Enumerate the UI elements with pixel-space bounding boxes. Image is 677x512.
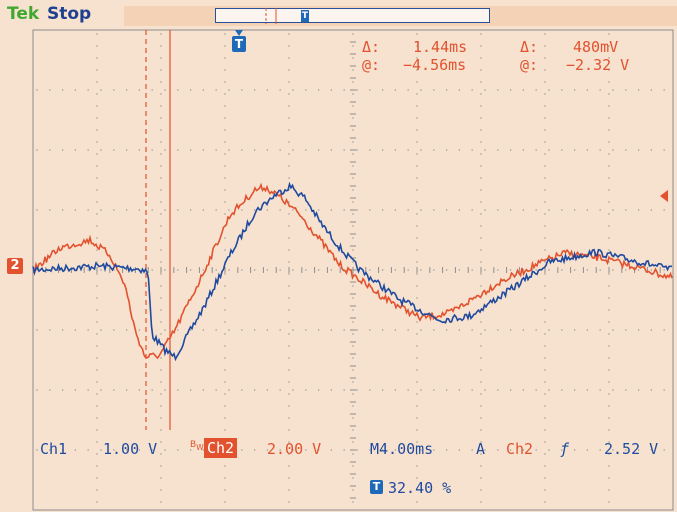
volt-at-value: −2.32 V <box>566 56 630 74</box>
ch2-label[interactable]: Ch2 <box>204 438 238 458</box>
trigger-position-readout: 32.40 % <box>388 479 452 497</box>
time-delta-symbol: Δ: <box>362 38 381 56</box>
time-at-value: −4.56ms <box>403 56 467 74</box>
trigger-level-arrow-icon[interactable] <box>660 190 668 202</box>
trigger-position-icon: T <box>370 480 383 494</box>
record-window-indicator[interactable] <box>215 8 490 23</box>
volt-delta-symbol: Δ: <box>520 38 539 56</box>
volt-at-symbol: @: <box>520 56 539 74</box>
bandwidth-limit-icon: BW <box>190 440 204 452</box>
ch2-waveform <box>32 182 673 360</box>
acquisition-state-label: Stop <box>47 4 92 24</box>
trigger-source: Ch2 <box>506 440 534 458</box>
record-trigger-marker: T <box>301 10 309 22</box>
trigger-mode: A <box>476 440 486 458</box>
brand-logo: Tek <box>7 4 40 24</box>
graticule-grid <box>32 29 674 511</box>
ch1-label[interactable]: Ch1 <box>40 440 68 458</box>
timebase-readout[interactable]: M4.00ms <box>370 440 434 458</box>
time-at-symbol: @: <box>362 56 381 74</box>
ch2-scale: 2.00 V <box>267 440 322 458</box>
trigger-level[interactable]: 2.52 V <box>604 440 659 458</box>
trigger-slope-icon: ƒ <box>560 440 570 458</box>
ch2-ground-marker[interactable]: 2 <box>7 258 23 274</box>
ch1-scale: 1.00 V <box>103 440 158 458</box>
time-delta-value: 1.44ms <box>413 38 468 56</box>
ch1-waveform <box>32 181 672 362</box>
volt-delta-value: 480mV <box>573 38 619 56</box>
cursor-lines[interactable] <box>145 8 277 430</box>
top-status-bar: Tek Stop T <box>0 0 677 28</box>
trigger-position-marker[interactable]: T <box>232 30 246 52</box>
